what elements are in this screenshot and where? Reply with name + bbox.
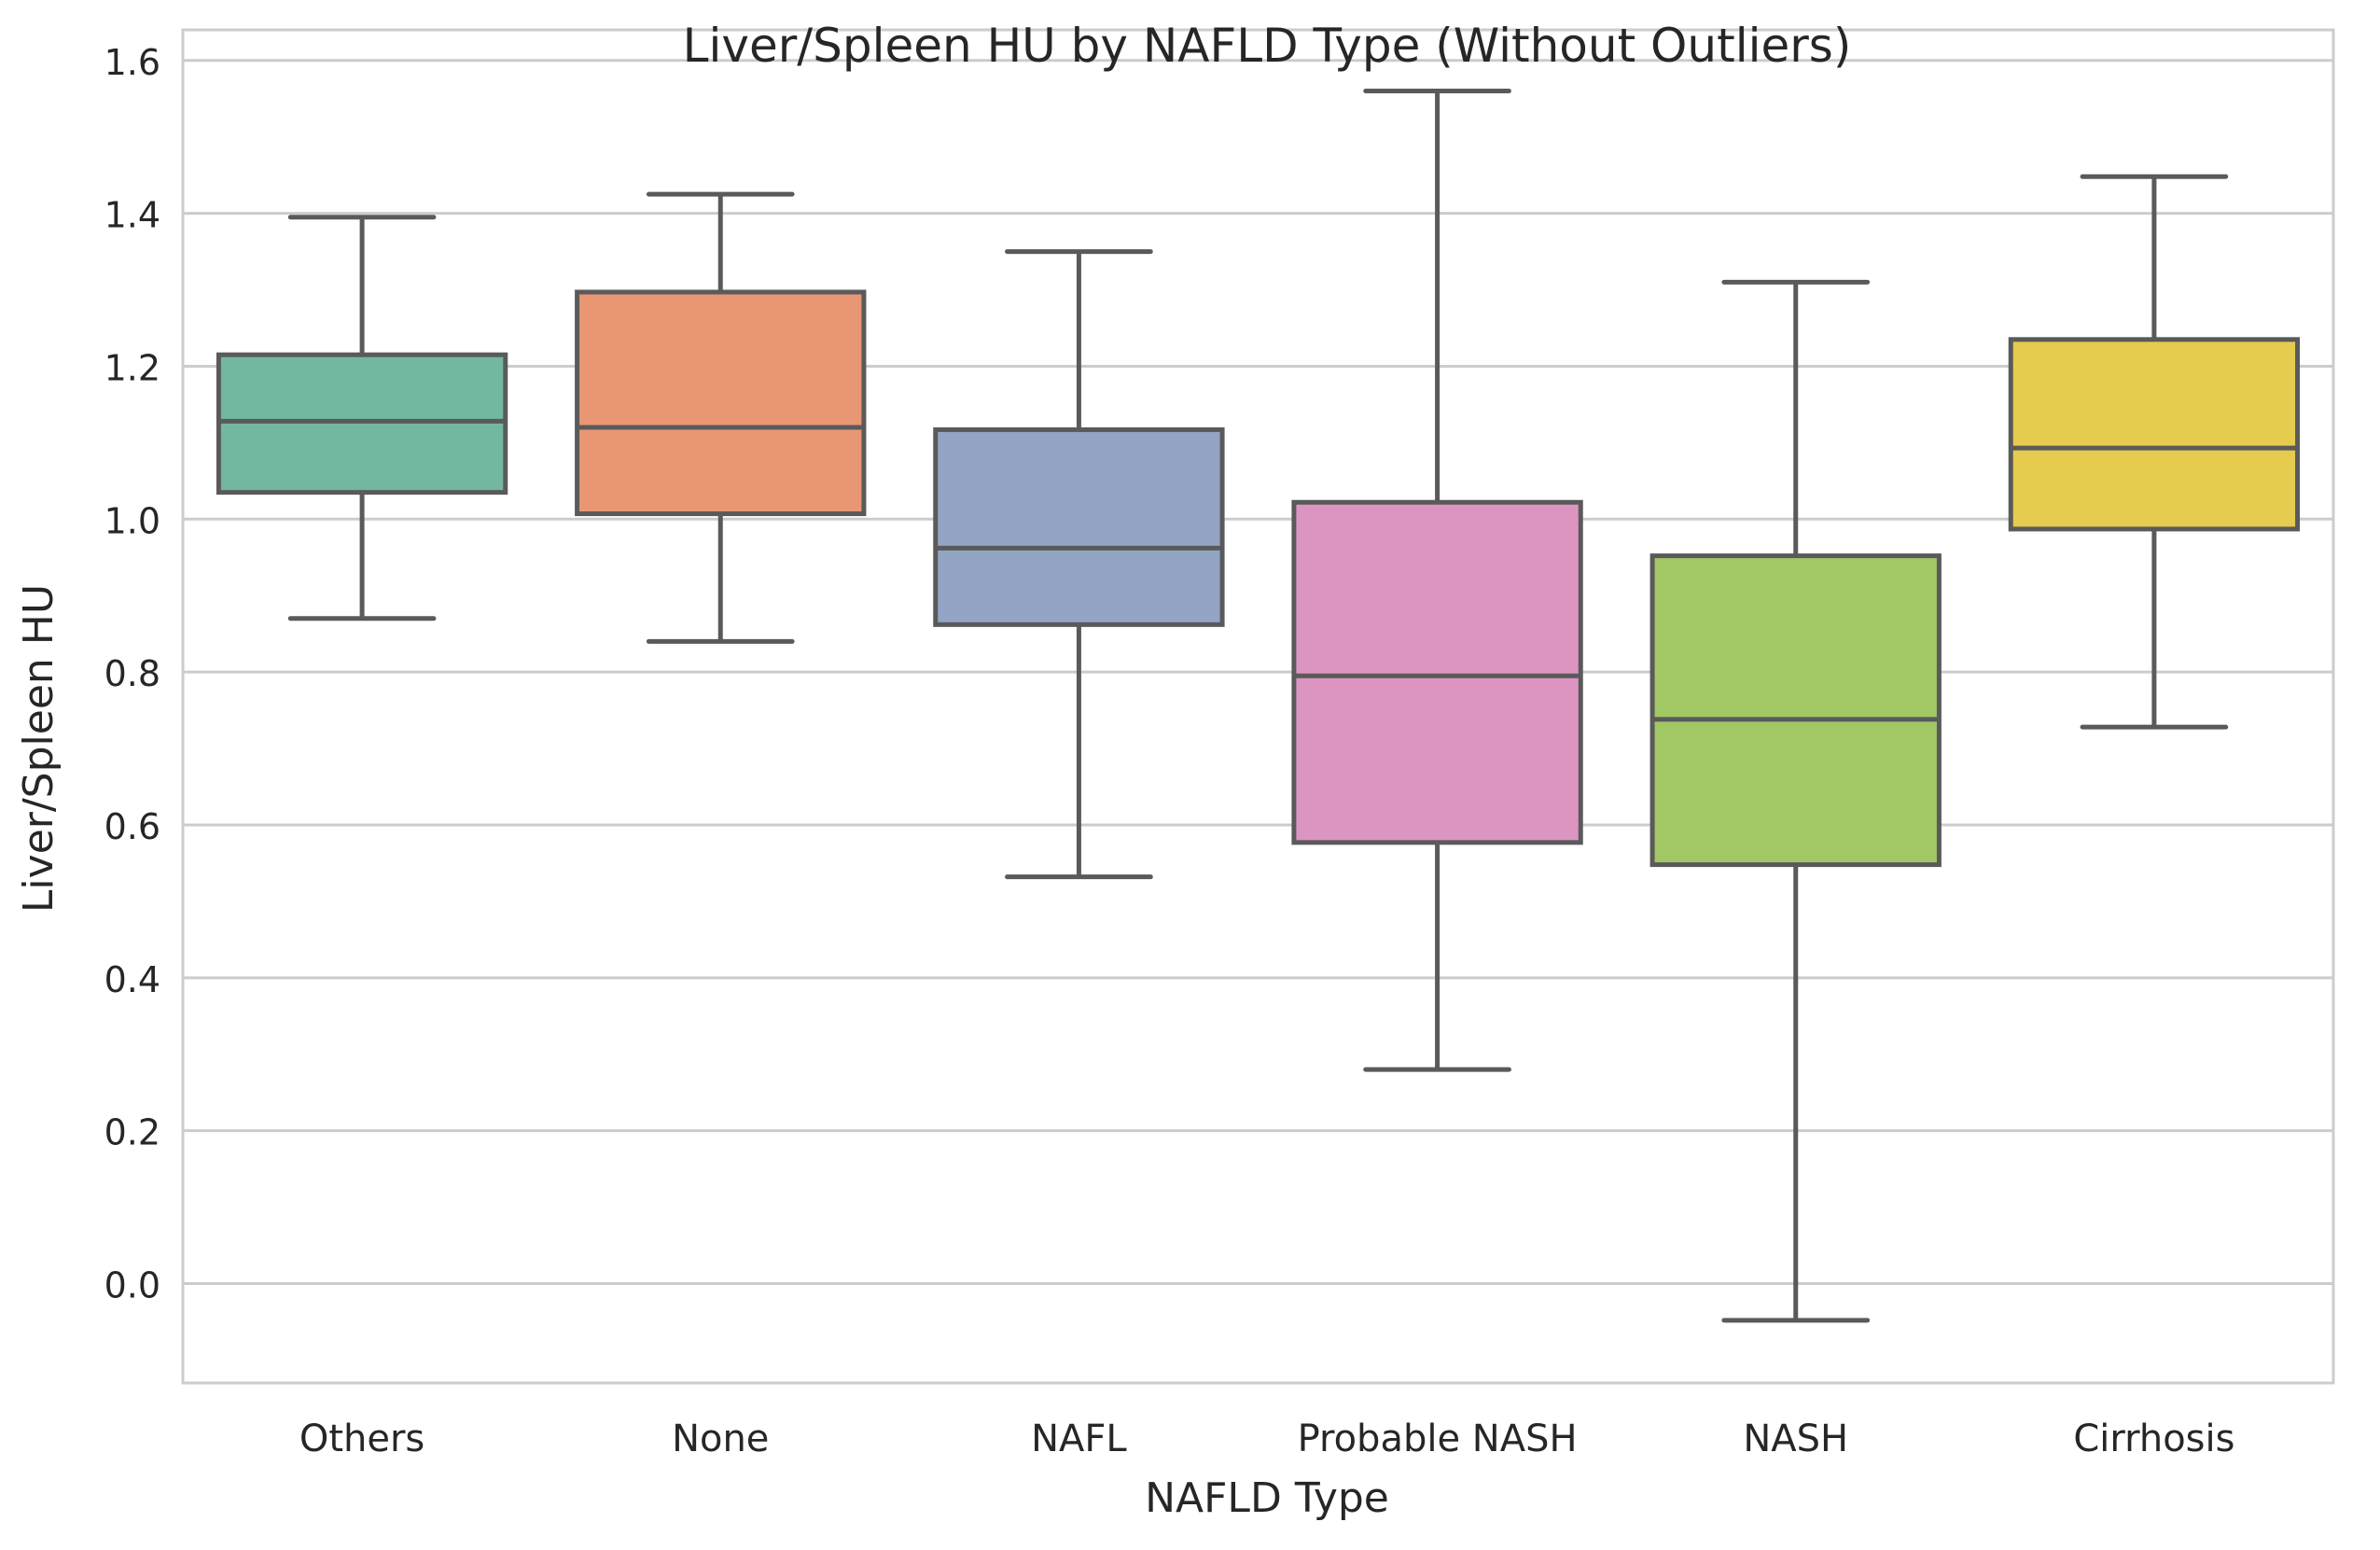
y-tick-label: 1.6 bbox=[104, 42, 160, 83]
iqr-box bbox=[933, 426, 1225, 627]
y-axis-ticks: 0.0 0.2 0.4 0.6 0.8 1.0 1.2 1.4 1.6 bbox=[104, 42, 160, 1306]
y-tick-label: 1.0 bbox=[104, 500, 160, 541]
y-tick-label: 0.6 bbox=[104, 806, 160, 847]
x-tick-label: NAFL bbox=[1031, 1417, 1127, 1460]
y-tick-label: 0.0 bbox=[104, 1265, 160, 1306]
iqr-box bbox=[2008, 337, 2301, 532]
y-axis-label: Liver/Spleen HU bbox=[15, 584, 63, 913]
iqr-box bbox=[575, 289, 867, 517]
x-axis-ticks: Others None NAFL Probable NASH NASH Cirrhosis bbox=[299, 1417, 2235, 1460]
boxes bbox=[216, 89, 2301, 1323]
chart-title: Liver/Spleen HU by NAFLD Type (Without O… bbox=[683, 19, 1852, 73]
box-cirrhosis bbox=[2008, 174, 2301, 730]
y-tick-label: 0.2 bbox=[104, 1112, 160, 1153]
box-others bbox=[216, 215, 508, 621]
x-tick-label: Others bbox=[299, 1417, 425, 1460]
y-tick-label: 1.2 bbox=[104, 347, 160, 388]
x-tick-label: Probable NASH bbox=[1298, 1417, 1578, 1460]
iqr-box bbox=[1649, 553, 1942, 868]
x-axis-label: NAFLD Type bbox=[1145, 1474, 1389, 1522]
plot-frame bbox=[181, 28, 2335, 1385]
box-nash bbox=[1649, 279, 1942, 1323]
box-nafl bbox=[933, 249, 1225, 880]
box-none bbox=[575, 191, 867, 644]
x-tick-label: NASH bbox=[1743, 1417, 1848, 1460]
x-tick-label: Cirrhosis bbox=[2073, 1417, 2234, 1460]
gridlines bbox=[183, 59, 2333, 1286]
y-tick-label: 0.4 bbox=[104, 959, 160, 1000]
y-tick-label: 1.4 bbox=[104, 195, 160, 236]
iqr-box bbox=[1291, 499, 1583, 845]
box-probable-nash bbox=[1291, 89, 1583, 1072]
y-tick-label: 0.8 bbox=[104, 653, 160, 694]
x-tick-label: None bbox=[672, 1417, 769, 1460]
